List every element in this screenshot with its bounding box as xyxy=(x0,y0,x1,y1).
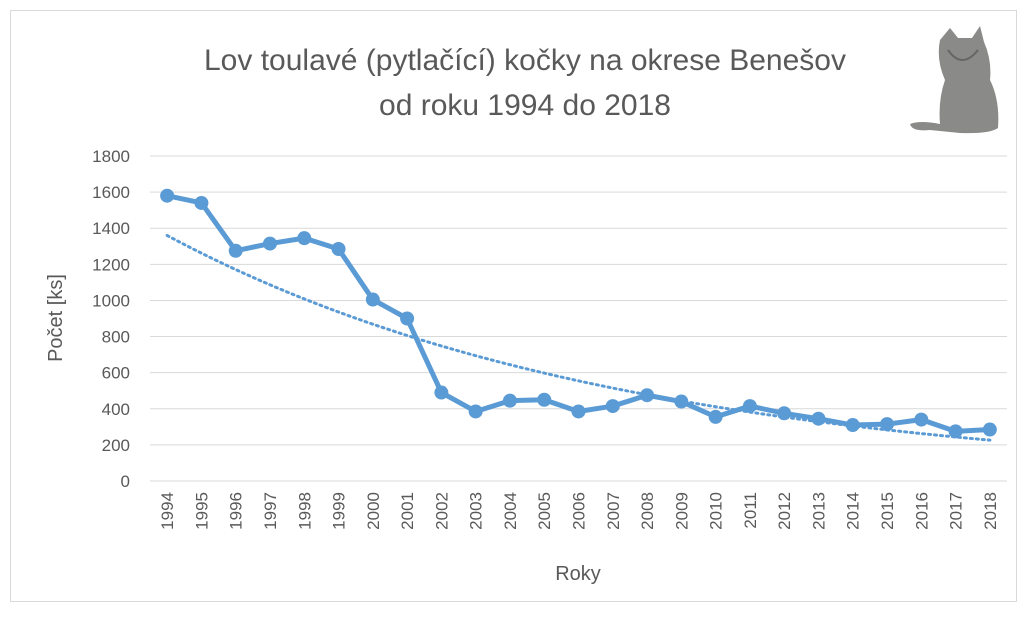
y-axis-title: Počet [ks] xyxy=(45,274,67,362)
x-tick-label: 2011 xyxy=(741,492,760,529)
data-point xyxy=(982,422,997,437)
data-point xyxy=(674,394,689,409)
data-point xyxy=(742,399,757,414)
x-tick-label: 1998 xyxy=(295,492,314,530)
x-tick-label: 1994 xyxy=(158,492,177,530)
y-tick-label: 200 xyxy=(102,436,130,455)
x-tick-label: 2014 xyxy=(844,492,863,530)
data-point xyxy=(845,418,860,433)
data-point xyxy=(468,404,483,419)
data-point xyxy=(262,236,277,251)
data-point xyxy=(880,417,895,432)
chart-title: od roku 1994 do 2018 xyxy=(379,89,671,122)
x-tick-label: 2006 xyxy=(570,492,589,530)
x-tick-label: 2018 xyxy=(981,492,1000,530)
y-tick-label: 600 xyxy=(102,364,130,383)
x-tick-label: 2009 xyxy=(672,492,691,530)
x-tick-label: 2003 xyxy=(467,492,486,530)
x-tick-label: 2015 xyxy=(878,492,897,530)
y-tick-label: 1200 xyxy=(92,255,130,274)
y-tick-label: 1800 xyxy=(92,147,130,166)
data-point xyxy=(537,392,552,407)
data-point xyxy=(605,399,620,414)
data-point xyxy=(948,424,963,439)
x-tick-label: 1997 xyxy=(261,492,280,530)
data-point xyxy=(400,311,415,326)
x-tick-label: 1999 xyxy=(330,492,349,530)
y-tick-label: 1600 xyxy=(92,183,130,202)
data-point xyxy=(331,241,346,256)
data-point xyxy=(194,195,209,210)
y-tick-label: 1400 xyxy=(92,219,130,238)
y-tick-label: 1000 xyxy=(92,291,130,310)
x-tick-label: 1995 xyxy=(192,492,211,530)
data-point xyxy=(434,385,449,400)
x-tick-label: 2017 xyxy=(947,492,966,530)
chart-title: Lov toulavé (pytlačící) kočky na okrese … xyxy=(204,44,846,77)
x-tick-label: 2010 xyxy=(707,492,726,530)
y-tick-label: 0 xyxy=(121,472,130,491)
x-tick-label: 2013 xyxy=(809,492,828,530)
x-tick-label: 2000 xyxy=(364,492,383,530)
data-point xyxy=(708,409,723,424)
data-point xyxy=(228,243,243,258)
data-point xyxy=(160,188,175,203)
data-point xyxy=(571,404,586,419)
x-tick-label: 1996 xyxy=(227,492,246,530)
x-axis-title: Roky xyxy=(555,563,601,585)
data-point xyxy=(914,412,929,427)
x-tick-label: 2016 xyxy=(912,492,931,530)
x-tick-label: 2004 xyxy=(501,492,520,530)
data-point xyxy=(297,231,312,246)
data-point xyxy=(811,411,826,426)
x-tick-label: 2008 xyxy=(638,492,657,530)
cat-image xyxy=(910,26,999,134)
x-tick-label: 2001 xyxy=(398,492,417,530)
y-tick-label: 800 xyxy=(102,328,130,347)
data-point xyxy=(502,393,517,408)
data-point xyxy=(365,292,380,307)
x-tick-label: 2005 xyxy=(535,492,554,530)
chart-border xyxy=(10,10,1017,602)
x-tick-label: 2002 xyxy=(432,492,451,530)
x-tick-label: 2012 xyxy=(775,492,794,530)
x-tick-label: 2007 xyxy=(604,492,623,530)
data-point xyxy=(640,388,655,403)
y-tick-label: 400 xyxy=(102,400,130,419)
data-point xyxy=(777,406,792,421)
